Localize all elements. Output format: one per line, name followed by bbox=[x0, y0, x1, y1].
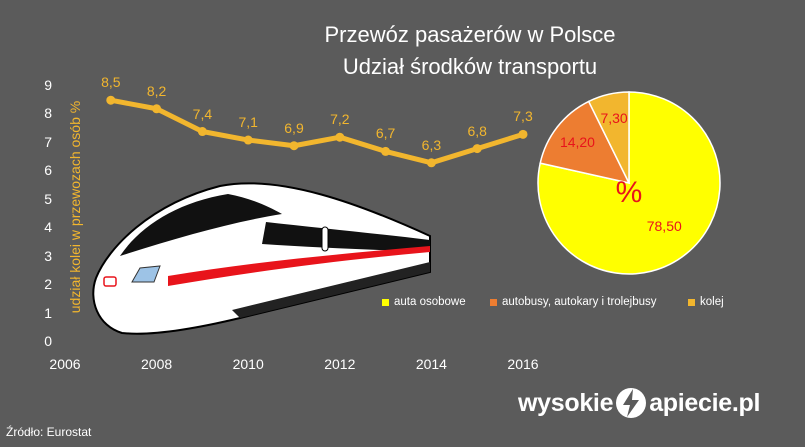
x-tick-label: 2014 bbox=[415, 356, 447, 372]
data-label: 6,8 bbox=[467, 122, 487, 139]
source-note: Źródło: Eurostat bbox=[6, 425, 92, 439]
chart-title-line1: Przewóz pasażerów w Polsce bbox=[324, 22, 616, 47]
y-tick-label: 8 bbox=[44, 105, 52, 122]
y-tick-label: 7 bbox=[44, 133, 52, 150]
data-point bbox=[197, 127, 207, 137]
x-tick-label: 2008 bbox=[141, 356, 173, 372]
data-label: 6,7 bbox=[375, 125, 396, 142]
pie-slice bbox=[539, 100, 631, 185]
site-logo: wysokie apiecie.pl bbox=[518, 386, 760, 420]
data-point bbox=[426, 158, 436, 168]
train-front-light bbox=[103, 276, 117, 287]
legend-swatch-kolej bbox=[688, 298, 695, 306]
data-label: 6,9 bbox=[284, 119, 304, 136]
y-tick-label: 3 bbox=[44, 247, 52, 264]
pie-slice-label: 78,50 bbox=[646, 218, 682, 235]
data-point bbox=[152, 104, 162, 114]
lightning-n-icon bbox=[616, 388, 647, 418]
x-tick-label: 2016 bbox=[507, 356, 539, 372]
data-label: 8,5 bbox=[101, 74, 121, 91]
data-point bbox=[472, 144, 482, 154]
legend-item-autobusy: autobusy, autokary i trolejbusy bbox=[490, 296, 656, 308]
train-window-band bbox=[262, 222, 430, 252]
data-point bbox=[381, 146, 391, 156]
legend-item-kolej: kolej bbox=[688, 296, 724, 308]
pie-slice-label: 7,30 bbox=[600, 110, 628, 127]
logo-text-left: wysokie bbox=[518, 388, 614, 417]
data-point bbox=[243, 135, 253, 145]
chart-title-line2: Udział środków transportu bbox=[342, 54, 598, 79]
x-tick-label: 2010 bbox=[232, 356, 264, 372]
y-tick-label: 2 bbox=[44, 276, 52, 293]
legend-label-kolej: kolej bbox=[700, 296, 724, 308]
data-point bbox=[106, 95, 116, 105]
data-point bbox=[289, 141, 299, 151]
data-label: 7,2 bbox=[330, 111, 350, 128]
legend-label-auta: auta osobowe bbox=[394, 296, 466, 308]
y-tick-label: 1 bbox=[44, 304, 52, 321]
pie-percent-symbol: % bbox=[615, 176, 643, 209]
x-tick-label: 2012 bbox=[324, 356, 356, 372]
train-windshield bbox=[120, 194, 282, 256]
y-tick-label: 5 bbox=[44, 190, 52, 207]
train-door bbox=[321, 226, 329, 252]
data-label: 6,3 bbox=[421, 136, 442, 153]
y-tick-label: 0 bbox=[44, 333, 52, 349]
data-label: 8,2 bbox=[146, 82, 167, 99]
train-small-window bbox=[131, 265, 161, 283]
data-label: 7,1 bbox=[238, 114, 258, 131]
train-skirt bbox=[232, 262, 430, 318]
legend-swatch-autobusy bbox=[490, 298, 497, 306]
legend-label-autobusy: autobusy, autokary i trolejbusy bbox=[502, 296, 657, 308]
y-tick-label: 9 bbox=[44, 77, 52, 93]
series-line bbox=[110, 97, 524, 166]
legend-swatch-auta bbox=[382, 298, 389, 306]
data-label: 7,4 bbox=[192, 105, 213, 122]
train-red-stripe bbox=[168, 246, 430, 286]
data-point bbox=[518, 129, 528, 139]
pie-slice bbox=[587, 91, 630, 184]
data-point bbox=[335, 132, 345, 142]
pie-slice-label: 14,20 bbox=[559, 133, 595, 150]
data-label: 7,3 bbox=[513, 108, 533, 125]
legend-item-auta: auta osobowe bbox=[382, 296, 466, 308]
y-tick-label: 4 bbox=[44, 219, 52, 236]
x-tick-label: 2006 bbox=[49, 356, 81, 372]
y-tick-label: 6 bbox=[44, 162, 52, 179]
logo-text-right: apiecie.pl bbox=[649, 388, 761, 417]
